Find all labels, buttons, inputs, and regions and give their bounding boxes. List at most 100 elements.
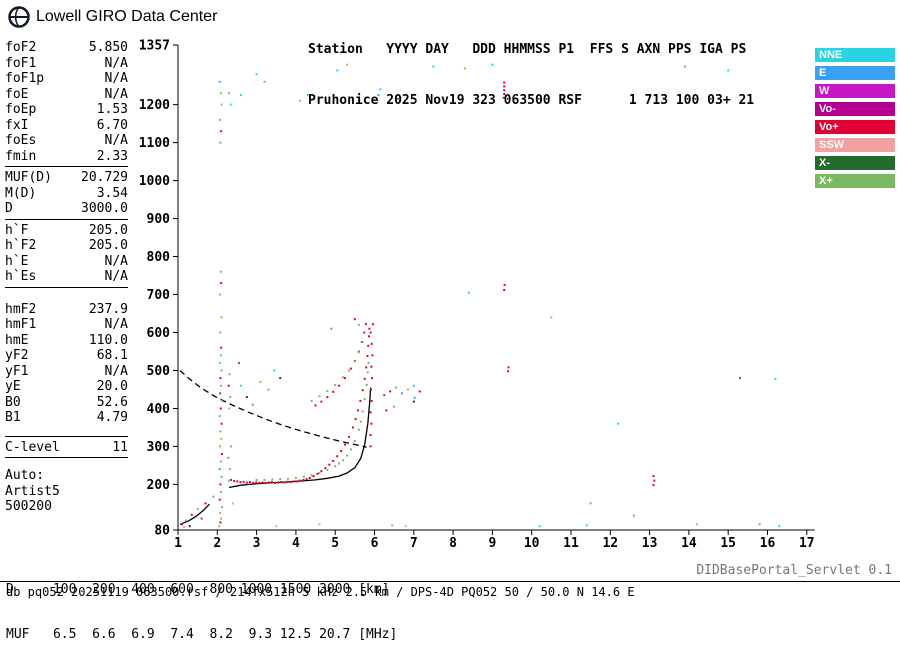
echo-point: [364, 323, 367, 326]
param-label: h`F2: [5, 238, 37, 253]
echo-point: [361, 410, 364, 413]
param-value: N/A: [104, 317, 128, 332]
echo-point: [503, 93, 506, 95]
auto-version: 500200: [5, 499, 52, 514]
echo-point: [371, 354, 374, 357]
echo-point: [212, 495, 215, 498]
param-label: fxI: [5, 117, 29, 133]
echo-point: [369, 445, 372, 448]
echo-point: [346, 63, 348, 66]
param-row: hmE 110.0: [5, 333, 128, 349]
y-tick-label: 600: [147, 326, 171, 341]
param-label: foF2: [5, 40, 37, 55]
legend-item-nne: NNE: [815, 48, 895, 62]
echo-point: [418, 390, 421, 393]
param-value: 6.70: [96, 117, 128, 133]
param-label: fmin: [5, 148, 37, 164]
echo-point: [503, 289, 506, 291]
echo-point: [357, 323, 360, 326]
echo-point: [336, 69, 339, 72]
echo-point: [286, 480, 289, 483]
echo-point: [368, 335, 370, 338]
echo-point: [220, 384, 223, 387]
param-value: N/A: [104, 133, 128, 148]
echo-point: [652, 484, 655, 487]
param-group: C-level 11: [5, 439, 128, 458]
echo-point: [393, 405, 396, 408]
x-tick-label: 17: [799, 536, 815, 551]
echo-point: [503, 284, 506, 286]
echo-point: [219, 331, 222, 334]
echo-point: [230, 445, 233, 448]
echo-point: [371, 323, 374, 326]
echo-point: [550, 316, 553, 319]
param-group: hmF2 237.9 hmF1 N/A hmE 110.0 yF2 68.1 yF1 N/A yE 2…: [5, 302, 128, 437]
param-value: N/A: [104, 86, 128, 102]
echo-point: [267, 388, 270, 391]
echo-point: [370, 342, 373, 345]
echo-point: [218, 525, 221, 528]
distance-muf-table: D 100 200 400 600 800 1000 1500 3000 [km…: [6, 552, 397, 657]
echo-point: [220, 517, 223, 520]
echo-point: [255, 73, 258, 76]
echo-point: [228, 373, 231, 376]
legend-item-vo: Vo+: [815, 120, 895, 134]
param-row: h`E N/A: [5, 254, 128, 270]
echo-point: [263, 478, 266, 481]
echo-point: [349, 448, 352, 451]
brand: Lowell GIRO Data Center: [8, 6, 217, 28]
echo-point: [219, 270, 222, 273]
echo-point: [220, 369, 223, 372]
echo-point: [507, 370, 510, 373]
echo-point: [338, 384, 341, 387]
param-value: 205.0: [88, 238, 128, 253]
echo-point: [227, 456, 230, 459]
echo-point: [314, 404, 317, 407]
y-tick-label: 800: [147, 250, 171, 265]
echo-point: [385, 409, 388, 412]
y-tick-label: 200: [147, 478, 171, 493]
echo-point: [229, 103, 232, 106]
echo-point: [188, 525, 191, 528]
echo-point: [507, 366, 510, 369]
footer-divider: [0, 581, 900, 582]
echo-point: [219, 445, 222, 448]
echo-point: [332, 390, 335, 393]
param-value: N/A: [104, 363, 128, 379]
param-value: 11: [112, 439, 128, 455]
echo-point: [252, 481, 255, 484]
y-tick-label: 300: [147, 440, 171, 455]
param-value: 68.1: [96, 348, 128, 363]
param-row: D 3000.0: [5, 201, 128, 217]
param-panel: foF2 5.850 foF1 N/A foF1p N/A foE N/A foEp 1.53 fx…: [5, 40, 128, 515]
legend-item-ssw: SSW: [815, 138, 895, 152]
echo-point: [365, 383, 368, 386]
echo-point: [228, 479, 231, 482]
param-value: 3000.0: [81, 201, 128, 216]
header-columns: Station YYYY DAY DDD HHMMSS P1 FFS S AXN…: [308, 42, 747, 57]
echo-point: [370, 422, 373, 425]
echo-point: [391, 524, 394, 527]
echo-point: [219, 460, 222, 463]
echo-point: [357, 409, 359, 412]
echo-point: [370, 365, 373, 368]
echo-point: [221, 453, 223, 455]
echo-point: [318, 395, 321, 398]
echo-point: [273, 369, 276, 372]
echo-point: [219, 293, 222, 296]
param-groups: foF2 5.850 foF1 N/A foF1p N/A foE N/A foEp 1.53 fx…: [5, 40, 128, 458]
echo-point: [357, 428, 360, 431]
echo-point: [306, 94, 309, 97]
x-tick-label: 15: [720, 536, 736, 551]
auto-scaler: Artist5: [5, 483, 60, 499]
echo-point: [367, 361, 370, 364]
echo-point: [236, 480, 239, 483]
echo-point: [219, 407, 222, 410]
echo-point: [245, 481, 248, 484]
echo-point: [359, 399, 362, 402]
echo-point: [369, 411, 372, 414]
echo-point: [363, 377, 366, 380]
param-value: 20.0: [96, 379, 128, 394]
echo-point: [274, 481, 277, 484]
param-label: foE: [5, 86, 29, 102]
